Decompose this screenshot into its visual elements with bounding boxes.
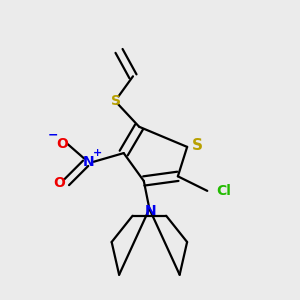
Text: S: S [192, 139, 203, 154]
Text: +: + [93, 148, 102, 158]
Text: N: N [145, 204, 157, 218]
Text: −: − [47, 128, 58, 141]
Text: Cl: Cl [216, 184, 231, 198]
Text: S: S [111, 94, 121, 108]
Text: N: N [82, 155, 94, 169]
Text: O: O [56, 137, 68, 151]
Text: O: O [54, 176, 65, 190]
